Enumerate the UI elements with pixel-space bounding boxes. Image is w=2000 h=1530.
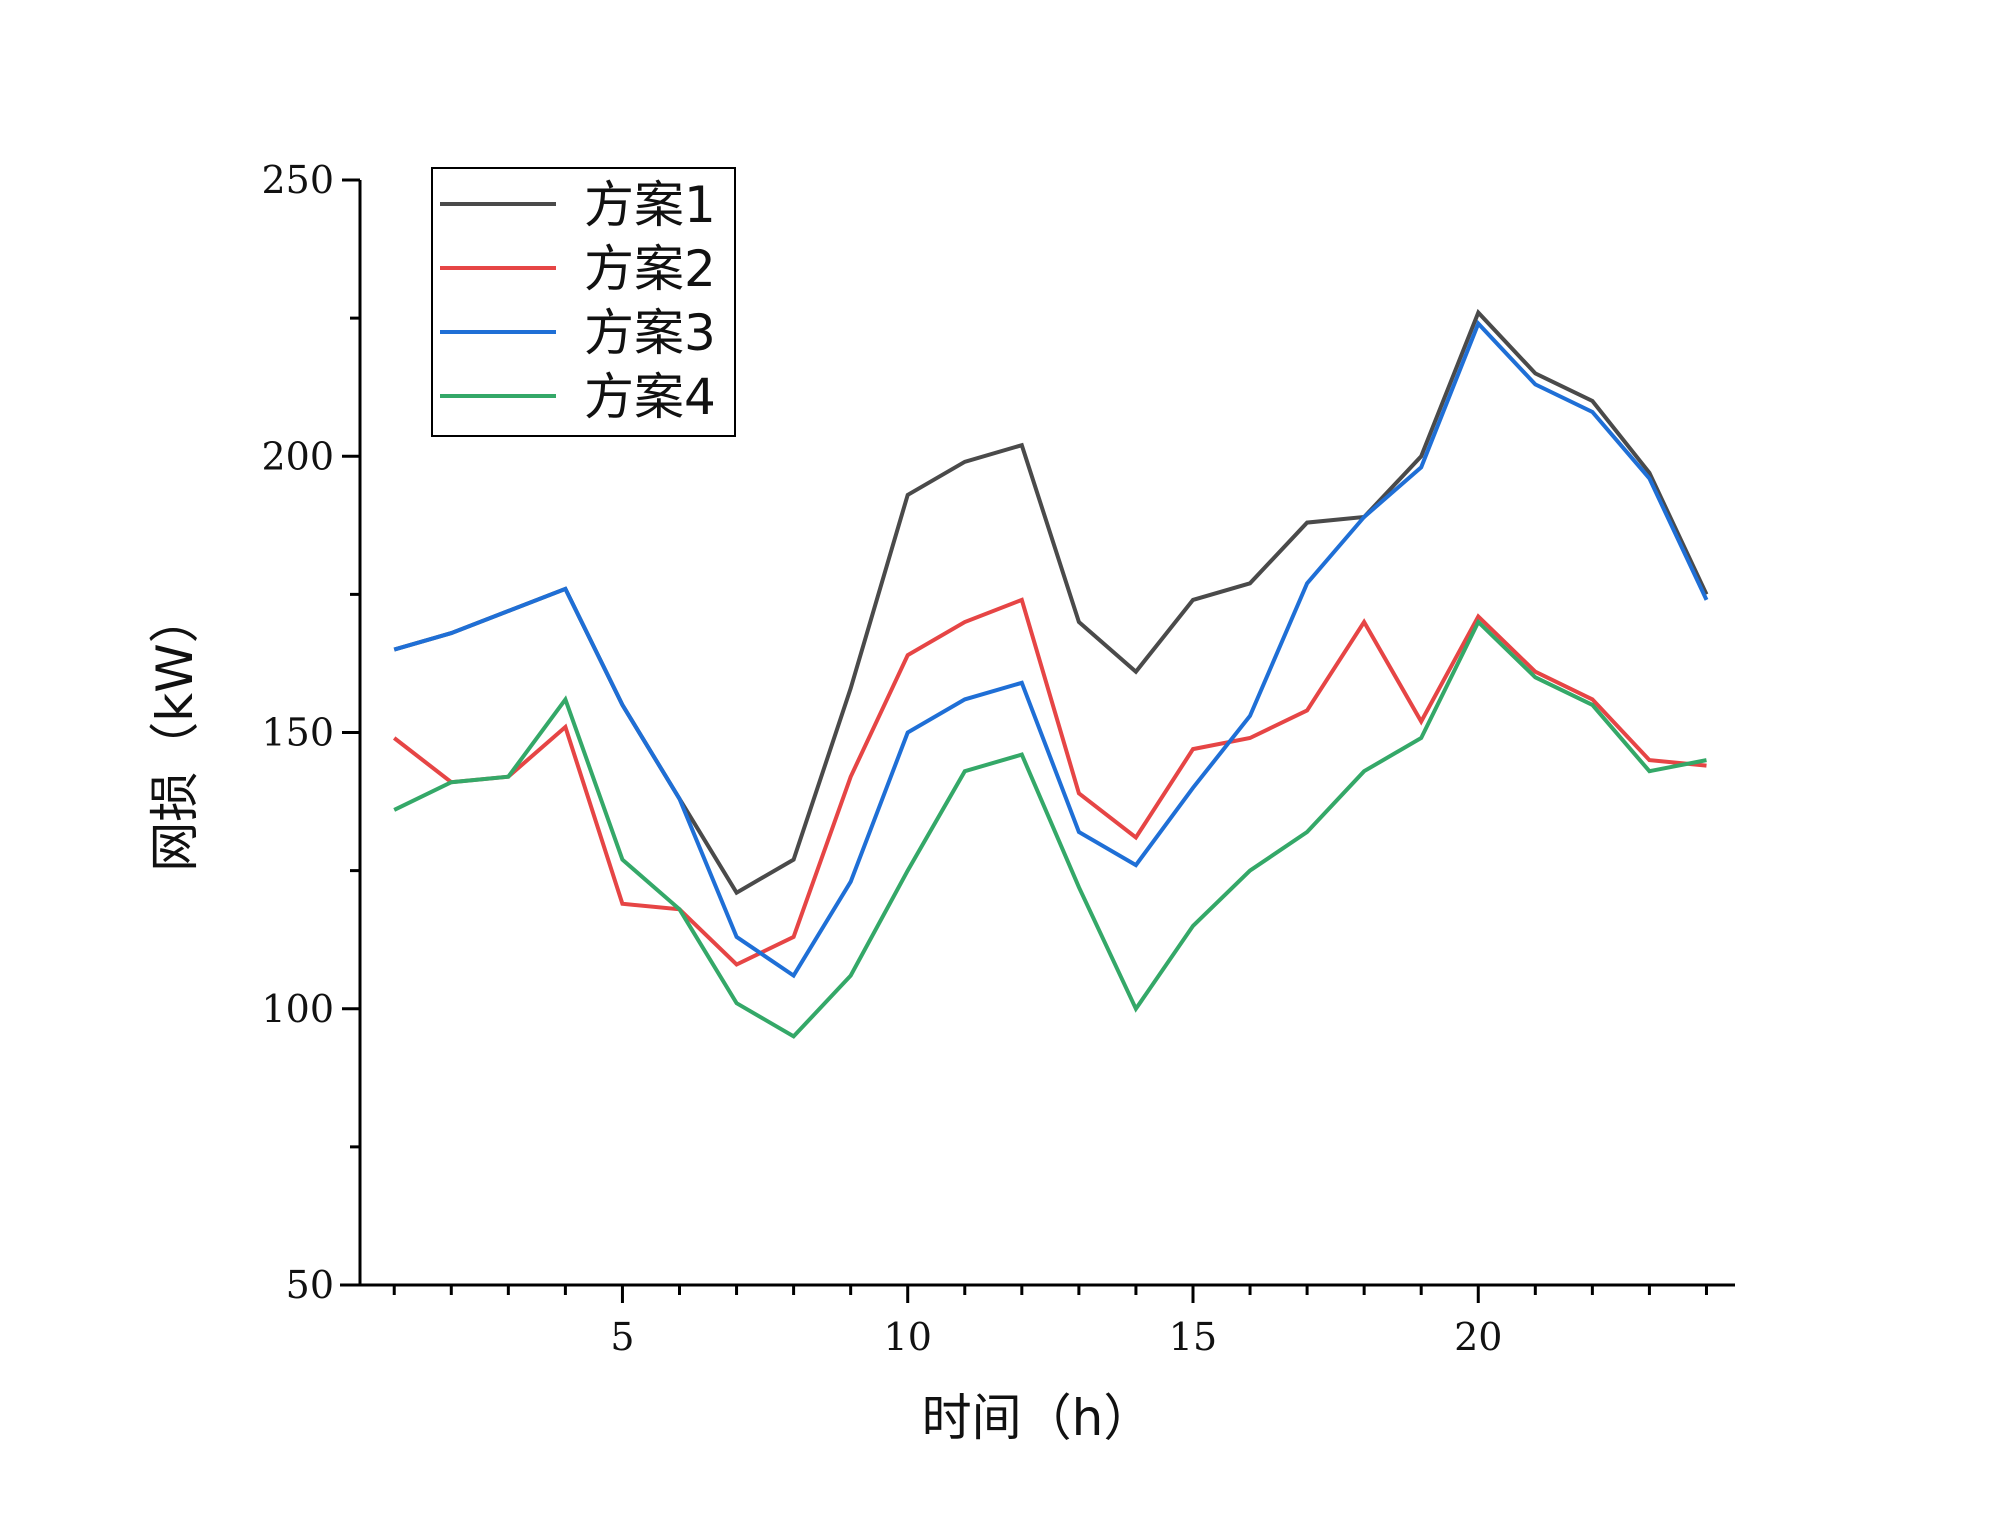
- series-line-2: [392, 597, 1707, 967]
- legend-label-1: 方案1: [584, 176, 716, 234]
- y-tick-label: 50: [286, 1263, 334, 1307]
- series-lines: [392, 308, 1709, 1039]
- ticks: 50 100 150 200 250 5 10 15 20: [261, 158, 1708, 1359]
- y-tick-label: 100: [261, 987, 334, 1031]
- y-tick-label: 200: [261, 434, 334, 478]
- y-tick-label: 150: [261, 711, 334, 755]
- legend-box: [431, 167, 736, 437]
- legend-label-2: 方案2: [584, 240, 716, 298]
- legend: 方案1 方案2 方案3 方案4: [431, 167, 736, 437]
- legend-label-4: 方案4: [584, 368, 716, 426]
- legend-label-3: 方案3: [584, 304, 716, 362]
- y-axis-title: 网损（kW）: [146, 593, 204, 871]
- x-tick-label: 20: [1454, 1315, 1502, 1359]
- y-tick-label: 250: [261, 158, 334, 202]
- x-tick-label: 5: [610, 1315, 634, 1359]
- series-line-3: [393, 319, 1709, 979]
- x-tick-label: 15: [1169, 1315, 1217, 1359]
- series-line-4: [393, 618, 1707, 1039]
- x-tick-label: 10: [884, 1315, 932, 1359]
- x-axis-title: 时间（h）: [922, 1389, 1154, 1447]
